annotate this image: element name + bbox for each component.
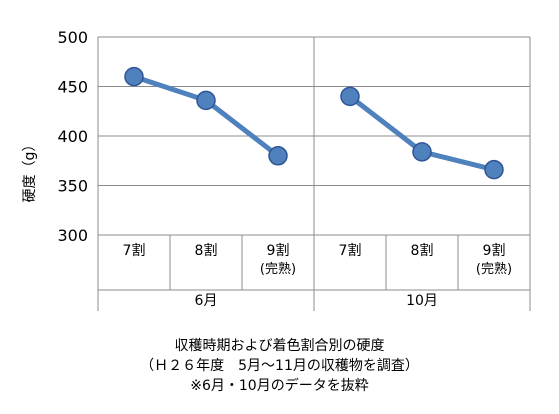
hardness-chart: 300 350 400 450 500 硬度（g） 7割 8割 9割 (完熟) 6月 7割 8割 9割… [22,28,531,311]
data-point [196,90,216,111]
series-line [131,74,281,159]
y-axis-ticks: 300 350 400 450 500 [57,28,88,245]
x-category-label: 9割 [267,242,290,259]
data-point [484,159,504,180]
y-tick-label: 300 [57,226,88,245]
data-point [268,146,288,166]
caption-title: 収穫時期および着色割合別の硬度 [174,338,385,354]
y-tick-label: 350 [57,177,88,196]
x-axis-table: 7割 8割 9割 (完熟) 6月 7割 8割 9割 (完熟) 10月 [123,235,512,309]
x-group-label: 6月 [195,293,218,309]
x-category-label: 8割 [411,242,434,259]
data-point [124,66,144,87]
x-category-sublabel: (完熟) [476,261,512,277]
series-points [124,66,504,180]
y-axis-label: 硬度（g） [22,138,38,203]
y-tick-label: 450 [57,78,88,97]
plot-frame [97,37,531,311]
caption-subtitle: （Ｈ２６年度 5月～11月の収穫物を調査） [140,358,419,374]
x-category-sublabel: (完熟) [260,261,296,277]
x-group-label: 10月 [406,293,438,309]
x-category-label: 8割 [195,242,218,259]
y-tick-label: 400 [57,127,88,146]
x-category-label: 9割 [483,242,506,259]
y-tick-label: 500 [57,28,88,47]
data-point [412,142,432,162]
x-category-label: 7割 [123,242,146,259]
x-category-label: 7割 [339,242,362,259]
data-point [340,86,360,107]
caption-note: ※6月・10月のデータを抜粋 [190,378,369,394]
